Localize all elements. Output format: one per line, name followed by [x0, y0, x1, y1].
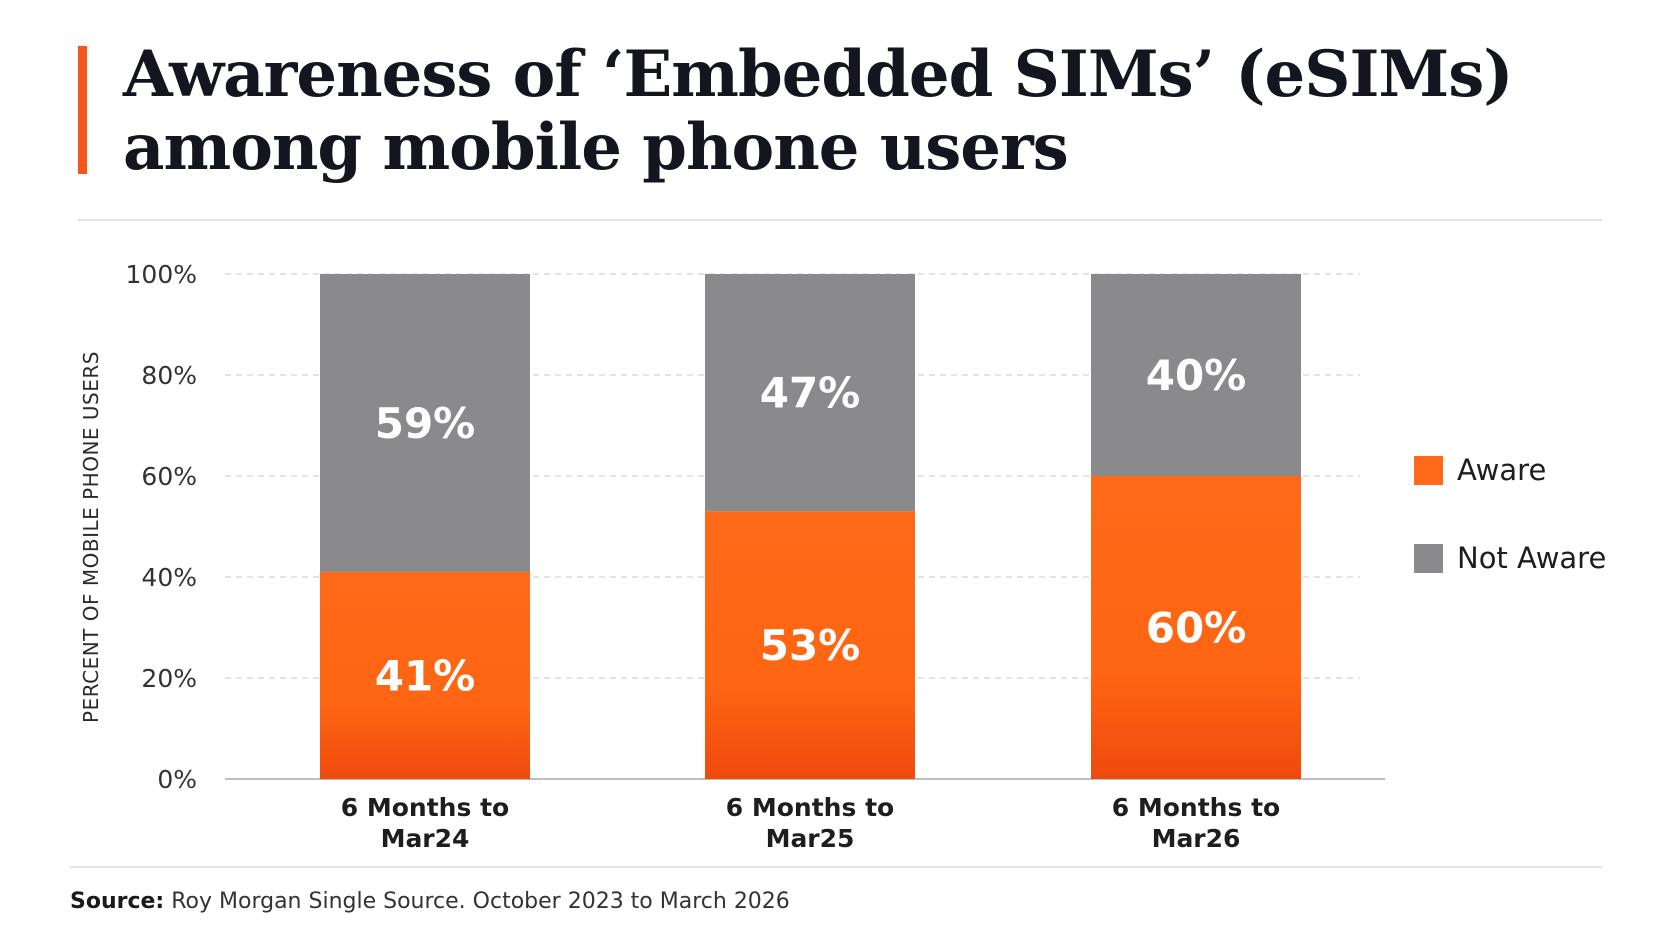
chart-title: Awareness of ‘Embedded SIMs’ (eSIMs) amo… [123, 38, 1523, 184]
legend-swatch-aware [1414, 455, 1443, 485]
y-tick-label: 40% [141, 563, 197, 592]
title-divider [78, 219, 1602, 221]
chart-title-line-1: Awareness of ‘Embedded SIMs’ (eSIMs) [123, 37, 1514, 112]
x-tick-label: Mar26 [1152, 824, 1241, 853]
y-tick-labels: 0% 20% 40% 60% 80% 100% [126, 260, 197, 794]
bar-segment-aware [1091, 476, 1301, 779]
x-tick-label: 6 Months to [726, 793, 894, 822]
y-tick-label: 100% [126, 260, 197, 289]
source-note: Source: Roy Morgan Single Source. Octobe… [70, 889, 790, 914]
y-tick-label: 80% [141, 361, 197, 390]
data-label-aware: 53% [760, 621, 861, 670]
bars: 41% 59% 53% 47% 60% 40% [320, 274, 1301, 779]
legend-swatch-not-aware [1414, 543, 1443, 573]
bar-segment-not-aware [705, 274, 915, 512]
legend-item-aware: Aware [1414, 453, 1606, 487]
source-label: Source: [70, 889, 165, 914]
legend-item-not-aware: Not Aware [1414, 541, 1606, 575]
footer-divider [70, 866, 1602, 868]
x-tick-label: 6 Months to [1112, 793, 1280, 822]
legend: Aware Not Aware [1414, 453, 1606, 629]
legend-label-not-aware: Not Aware [1457, 541, 1607, 575]
legend-label-aware: Aware [1457, 453, 1547, 487]
data-label-not-aware: 59% [375, 399, 476, 448]
y-tick-label: 20% [141, 664, 197, 693]
x-tick-label: Mar25 [766, 824, 855, 853]
x-tick-label: Mar24 [381, 824, 470, 853]
source-text: Roy Morgan Single Source. October 2023 t… [171, 889, 790, 914]
title-accent-bar [78, 46, 87, 174]
y-tick-label: 60% [141, 462, 197, 491]
data-label-aware: 41% [375, 651, 476, 700]
bar-segment-not-aware [320, 274, 530, 572]
data-label-not-aware: 40% [1146, 351, 1247, 400]
data-label-not-aware: 47% [760, 369, 861, 418]
bar-segment-not-aware [1091, 274, 1301, 476]
bar-segment-aware [705, 511, 915, 779]
bar-segment-aware [320, 571, 530, 779]
chart-title-line-2: among mobile phone users [123, 110, 1069, 185]
y-tick-label: 0% [157, 765, 197, 794]
data-label-aware: 60% [1146, 604, 1247, 653]
x-tick-label: 6 Months to [341, 793, 509, 822]
